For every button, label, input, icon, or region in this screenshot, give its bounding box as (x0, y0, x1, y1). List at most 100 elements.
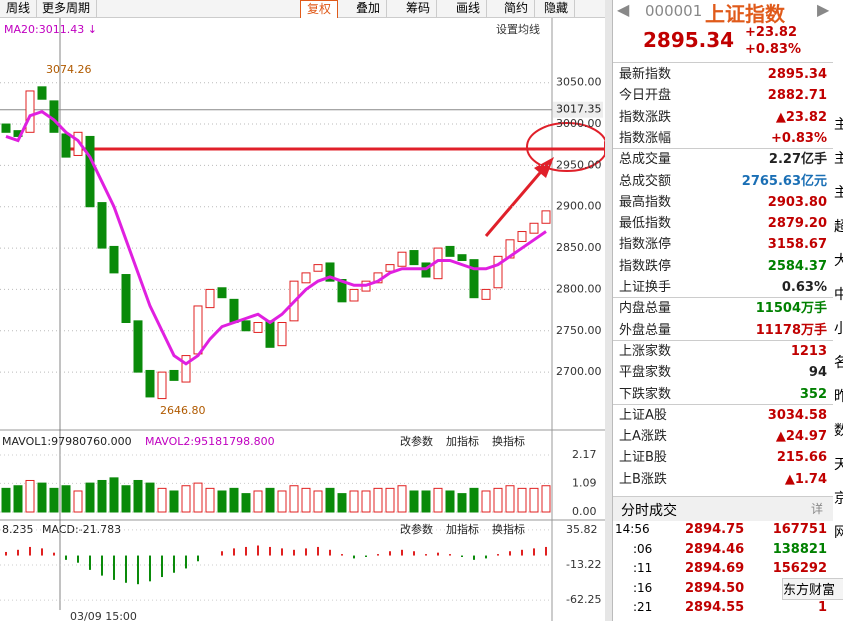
candle (229, 298, 239, 324)
indicator-button[interactable]: 换指标 (492, 434, 525, 448)
price-marker-bg (553, 101, 603, 118)
quote-row: 外盘总量 11178万手 (619, 320, 827, 341)
row-label: 最低指数 (619, 216, 672, 232)
side-char: 数 (834, 423, 843, 439)
side-char: 超 (834, 219, 843, 235)
quote-row: 上涨家数 1213 (619, 341, 827, 362)
row-value: ▲24.97 (775, 429, 827, 445)
row-label: 内盘总量 (619, 301, 672, 317)
quote-row: 上证B股 215.66 (619, 447, 827, 468)
candle (481, 288, 491, 300)
volume-bar (517, 487, 527, 513)
candle (205, 288, 215, 309)
toolbar-tab[interactable]: 更多周期 (36, 0, 98, 17)
quote-row: 下跌家数 352 (619, 384, 827, 405)
toolbar-tab[interactable]: 画线 (450, 0, 488, 17)
volume-bar (481, 490, 491, 513)
toolbar-tab[interactable]: 周线 (0, 0, 38, 17)
y-tick-label: 3050.00 (556, 76, 602, 89)
volume-bar (421, 490, 431, 513)
row-label: 上证A股 (619, 407, 667, 423)
toolbar-tab[interactable]: 简约 (498, 0, 536, 17)
row-value: 2765.63亿元 (741, 173, 827, 189)
row-value: 215.66 (776, 450, 827, 466)
trade-price: 2894.55 (685, 600, 745, 615)
row-value: ▲23.82 (775, 109, 827, 125)
side-char: 小 (834, 321, 843, 337)
y-tick-label: 2750.00 (556, 324, 602, 337)
trade-price: 2894.46 (685, 541, 745, 557)
quote-row: 平盘家数 94 (619, 362, 827, 383)
side-char: 网 (834, 525, 843, 541)
y-tick-label: 3000.00 (556, 117, 602, 130)
indicator-button[interactable]: 加指标 (446, 434, 479, 448)
side-char: 主 (834, 185, 843, 201)
date-label: 03/09 15:00 (70, 610, 137, 621)
row-value: 2903.80 (767, 194, 827, 210)
quote-row: 上证换手 0.63% (619, 277, 827, 298)
candle (397, 251, 407, 267)
candle (541, 210, 551, 224)
candle (97, 202, 107, 249)
quote-row: 最低指数 2879.20 (619, 213, 827, 234)
row-label: 指数涨停 (619, 237, 672, 253)
row-label: 最高指数 (619, 194, 672, 210)
candle (85, 135, 95, 208)
side-char: 天 (834, 457, 843, 473)
row-label: 平盘家数 (619, 365, 672, 381)
trade-vol: 156292 (772, 561, 827, 576)
volume-bar (373, 487, 383, 513)
candle (457, 254, 467, 261)
indicator-button[interactable]: 改参数 (400, 434, 433, 448)
next-arrow[interactable]: ▶ (817, 0, 830, 19)
prev-arrow[interactable]: ◀ (617, 0, 630, 19)
price-marker: 3017.35 (556, 103, 602, 116)
candle (241, 320, 251, 332)
candle (1, 123, 11, 133)
row-label: 指数涨跌 (619, 109, 672, 125)
ma20-line (5, 109, 547, 366)
candle (109, 245, 119, 274)
detail[interactable]: 详 (810, 502, 823, 516)
quote-row: 内盘总量 11504万手 (619, 298, 827, 319)
row-label: 总成交量 (619, 152, 672, 168)
quote-row: 今日开盘 2882.71 (619, 85, 827, 106)
side-char: 中 (834, 287, 843, 303)
trades-header: 分时成交 详 (613, 496, 833, 521)
trade-time: :16 (633, 580, 653, 595)
volume-bar (1, 487, 11, 513)
toolbar-tab[interactable]: 隐藏 (538, 0, 576, 17)
volume-bar (505, 485, 515, 513)
side-char: 昨 (834, 389, 843, 405)
settings[interactable]: 设置均线 (496, 22, 540, 36)
indicator-button[interactable]: 改参数 (400, 522, 433, 536)
volume-bar (49, 487, 59, 513)
volume-bar (433, 487, 443, 513)
separator (613, 403, 833, 405)
vol-label: MAVOL1:97980760.000 (2, 435, 132, 448)
candle (409, 250, 419, 266)
row-value: 352 (799, 386, 827, 402)
volume-bar (145, 482, 155, 513)
row-value: 11178万手 (755, 322, 827, 338)
volume-bar (397, 485, 407, 513)
volume-bar (73, 490, 83, 513)
indicator-button[interactable]: 加指标 (446, 522, 479, 536)
toolbar-tab[interactable]: 筹码 (400, 0, 438, 17)
trade-price: 2894.75 (685, 522, 745, 537)
quote-row: 最新指数 2895.34 (619, 64, 827, 85)
volume-bar (361, 490, 371, 513)
indicator-button[interactable]: 换指标 (492, 522, 525, 536)
candle (193, 305, 203, 355)
row-value: 2882.71 (767, 88, 827, 104)
ma-label: MA20:3011.43 ↓ (4, 23, 97, 36)
row-label: 上B涨跌 (619, 471, 667, 487)
quote-row: 指数涨幅 +0.83% (619, 128, 827, 149)
candle (25, 90, 35, 133)
quote-row: 上A涨跌 ▲24.97 (619, 426, 827, 447)
row-value: 2895.34 (767, 67, 827, 82)
scrollbar[interactable] (605, 0, 612, 621)
toolbar-tab[interactable]: 叠加 (350, 0, 388, 17)
quote-row: 指数涨跌 ▲23.82 (619, 107, 827, 128)
row-value: 2879.20 (767, 216, 827, 232)
